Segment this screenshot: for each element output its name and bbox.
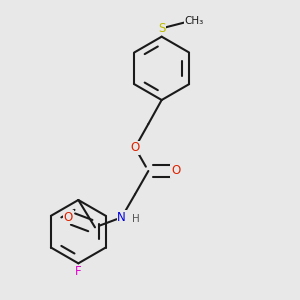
Text: F: F <box>75 265 82 278</box>
Text: O: O <box>64 211 73 224</box>
Text: O: O <box>130 141 140 154</box>
Text: N: N <box>117 211 126 224</box>
Text: S: S <box>158 22 165 35</box>
Text: H: H <box>132 214 140 224</box>
Text: CH₃: CH₃ <box>185 16 204 26</box>
Text: O: O <box>171 164 180 178</box>
